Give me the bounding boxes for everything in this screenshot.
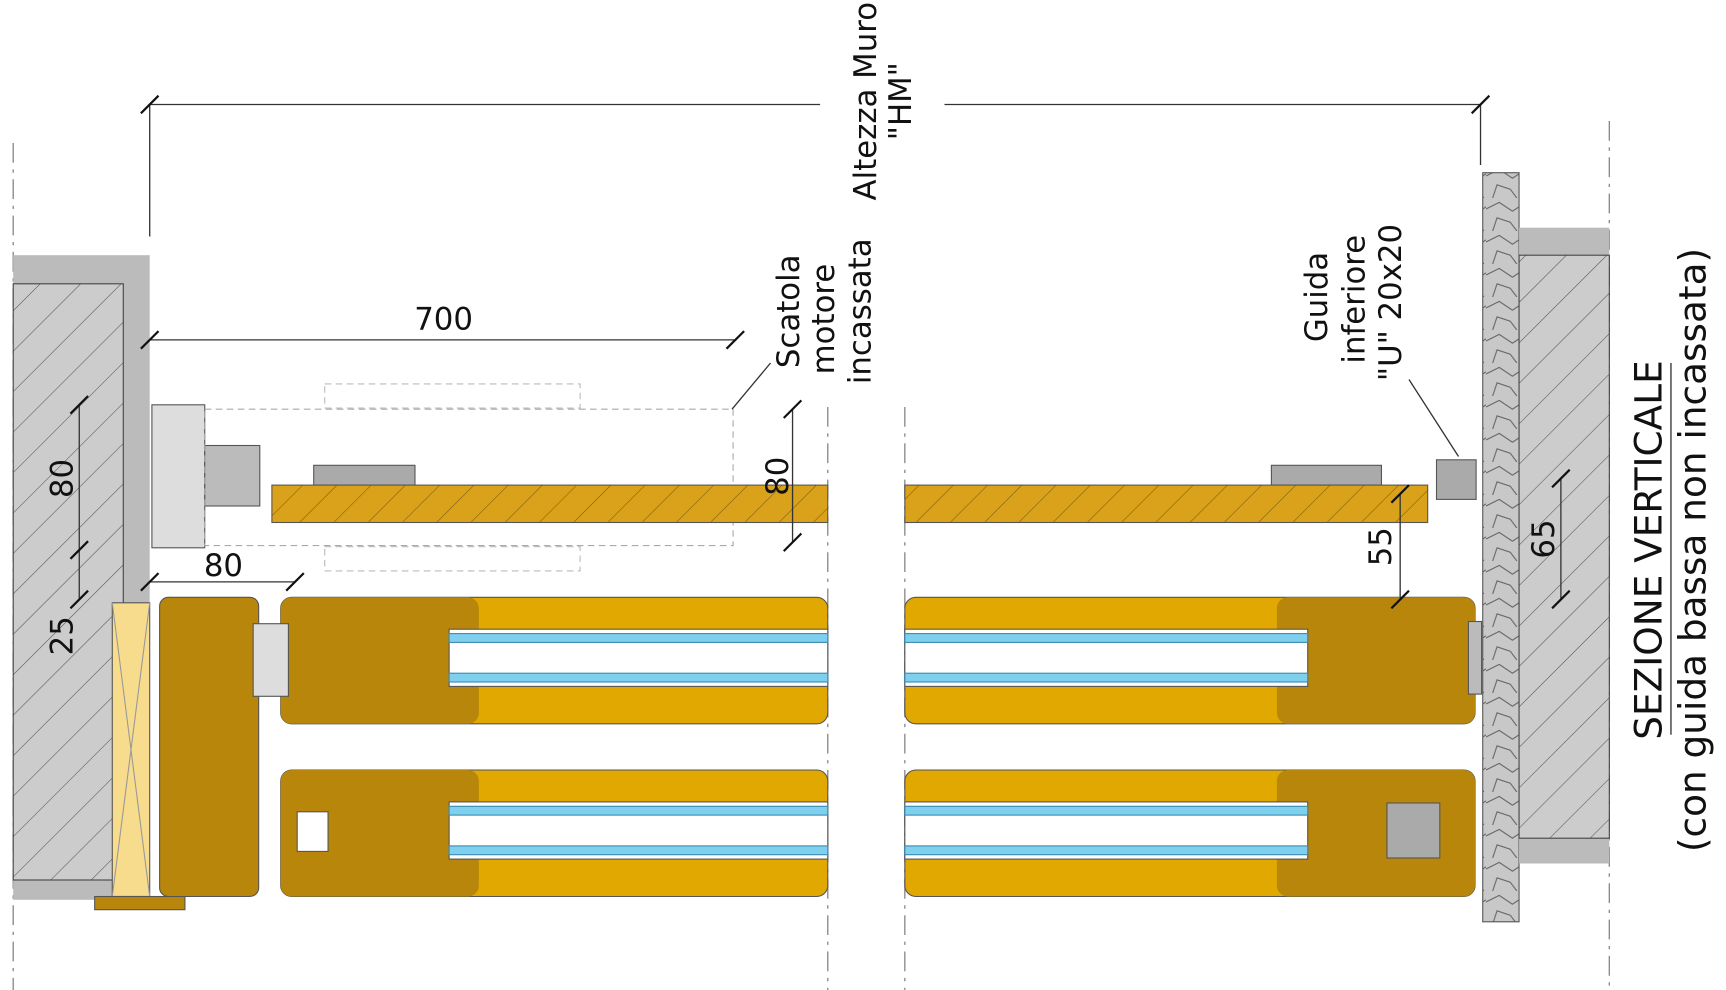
dimension-text: 700 — [414, 302, 473, 338]
motor-box — [151, 383, 1477, 572]
left-wall — [12, 255, 260, 911]
dimension-text: 80 — [760, 457, 796, 496]
label-text: Guida — [1299, 252, 1335, 342]
label-text: inferiore — [1337, 235, 1373, 364]
label-text: Scatola — [771, 254, 807, 368]
dimension-text: 65 — [1526, 519, 1562, 558]
dimension-text: Altezza Muro — [848, 2, 884, 200]
sashes — [252, 596, 1483, 898]
label-text: incassata — [842, 238, 878, 384]
dimension-text: 80 — [204, 548, 243, 584]
dimension-text: 25 — [44, 616, 80, 655]
dimension-lines — [69, 94, 1672, 735]
rail — [271, 484, 1429, 524]
dimension-text: 55 — [1363, 527, 1399, 566]
dimension-text: 80 — [44, 459, 80, 498]
title: SEZIONE VERTICALE — [1627, 360, 1671, 739]
dimension-text: "HM" — [883, 62, 919, 140]
label-text: "U" 20x20 — [1373, 224, 1409, 381]
subtitle: (con guida bassa non incassata) — [1671, 248, 1715, 852]
label-text: motore — [806, 264, 842, 375]
right-wall — [1482, 172, 1610, 923]
